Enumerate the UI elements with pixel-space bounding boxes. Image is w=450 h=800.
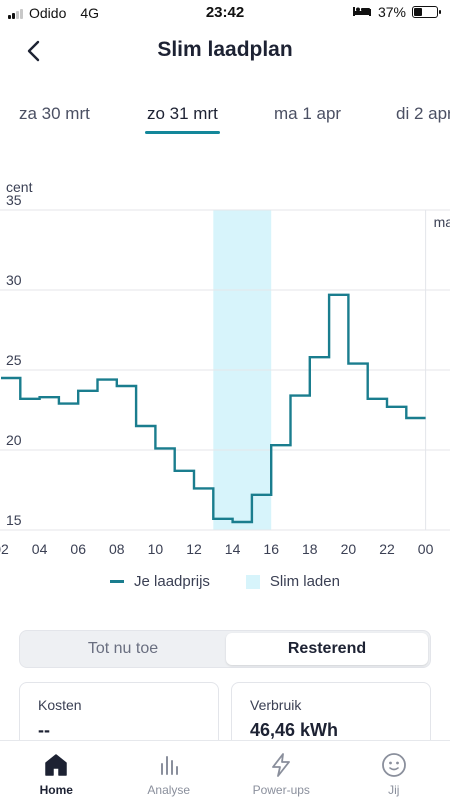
x-tick-label: 08 — [109, 541, 125, 557]
chevron-left-icon — [27, 40, 40, 62]
segment-resterend[interactable]: Resterend — [226, 633, 428, 665]
nav-jij-label: Jij — [388, 783, 400, 797]
legend-line-swatch — [110, 580, 125, 583]
nav-analyse-label: Analyse — [147, 783, 191, 797]
period-segmented-control: Tot nu toe Resterend — [19, 630, 431, 668]
price-chart-svg: 15 20 25 30 35 ma cent 02 04 06 08 10 12 14 16 18 20 22 00 — [0, 179, 450, 557]
battery-percent: 37% — [377, 4, 406, 20]
smiley-icon — [380, 751, 408, 779]
y-tick-label: 30 — [6, 272, 22, 288]
y-axis-label: cent — [6, 179, 33, 195]
tab-label: za 30 mrt — [19, 104, 90, 123]
status-left: Odido 4G — [8, 5, 99, 21]
nav-home-label: Home — [39, 783, 73, 797]
usage-label: Verbruik — [250, 697, 302, 713]
active-tab-indicator — [145, 131, 220, 134]
signal-icon — [8, 8, 23, 19]
x-tick-label: 22 — [379, 541, 395, 557]
legend-box-swatch — [245, 574, 260, 589]
y-tick-label: 20 — [6, 432, 22, 448]
tab-label: zo 31 mrt — [147, 104, 218, 123]
legend-item-smart-charging: Slim laden — [245, 573, 340, 590]
tab-label: ma 1 apr — [274, 104, 342, 123]
legend-price-label: Je laadprijs — [134, 573, 210, 590]
costs-value: -- — [38, 720, 50, 740]
x-tick-label: 02 — [0, 541, 9, 557]
back-button[interactable] — [18, 36, 50, 66]
nav-home[interactable]: Home — [0, 741, 113, 800]
nav-analyse[interactable]: Analyse — [113, 741, 226, 800]
legend-item-price: Je laadprijs — [110, 573, 210, 590]
x-tick-label: 20 — [341, 541, 357, 557]
x-tick-label: 18 — [302, 541, 318, 557]
status-bar: Odido 4G 23:42 37% — [0, 0, 450, 26]
usage-value: 46,46 kWh — [250, 720, 339, 740]
page-title: Slim laadplan — [157, 38, 293, 61]
x-tick-label: 10 — [148, 541, 164, 557]
x-tick-label: 06 — [70, 541, 86, 557]
price-step-line — [1, 293, 426, 524]
carrier-name: Odido — [29, 5, 67, 21]
y-tick-label: 15 — [6, 512, 22, 528]
legend-smart-label: Slim laden — [269, 573, 340, 590]
chart-legend: Je laadprijs Slim laden — [0, 573, 450, 590]
tab-za-30-mrt[interactable]: za 30 mrt — [19, 104, 90, 134]
nav-power-ups[interactable]: Power-ups — [225, 741, 338, 800]
costs-label: Kosten — [38, 697, 82, 713]
day-tabs: za 30 mrt zo 31 mrt ma 1 apr di 2 apr — [0, 104, 450, 144]
home-icon — [42, 751, 70, 779]
next-day-label: ma — [434, 214, 450, 230]
tab-zo-31-mrt[interactable]: zo 31 mrt — [145, 104, 220, 134]
bottom-navigation: Home Analyse Power-ups Jij — [0, 740, 450, 800]
x-tick-label: 00 — [418, 541, 434, 557]
x-tick-label: 04 — [32, 541, 48, 557]
tab-di-2-apr[interactable]: di 2 apr — [396, 104, 450, 134]
price-chart: 15 20 25 30 35 ma cent 02 04 06 08 10 12 14 16 18 20 22 00 — [0, 172, 450, 564]
x-tick-label: 16 — [263, 541, 279, 557]
nav-jij[interactable]: Jij — [338, 741, 450, 800]
nav-power-ups-label: Power-ups — [252, 783, 310, 797]
network-type: 4G — [80, 5, 100, 21]
lightning-icon — [267, 751, 295, 779]
battery-icon — [412, 6, 441, 18]
bed-icon — [352, 4, 372, 20]
segment-tot-nu-toe[interactable]: Tot nu toe — [87, 640, 159, 657]
y-tick-label: 25 — [6, 352, 22, 368]
x-tick-label: 12 — [186, 541, 202, 557]
tab-label: di 2 apr — [396, 104, 450, 123]
y-tick-label: 35 — [6, 192, 22, 208]
x-tick-label: 14 — [225, 541, 241, 557]
status-time: 23:42 — [205, 4, 245, 21]
bar-chart-icon — [155, 751, 183, 779]
status-right: 37% — [352, 4, 441, 20]
tab-ma-1-apr[interactable]: ma 1 apr — [274, 104, 341, 134]
